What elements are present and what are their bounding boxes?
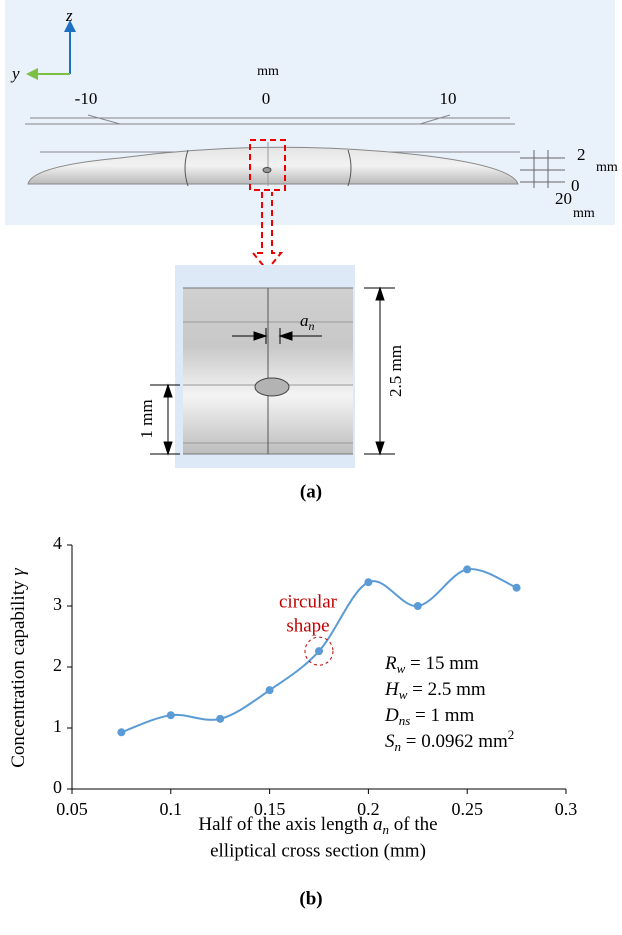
x-tick-label: 0.25 <box>451 799 483 819</box>
parameter-text: = 2.5 mm <box>407 679 485 700</box>
scale-tick: 0 <box>262 89 271 108</box>
parameter-symbol: D <box>384 705 399 726</box>
x-tick-label: 0.2 <box>357 799 380 819</box>
data-point <box>167 711 175 719</box>
chart: Concentration capability γ Half of the a… <box>8 533 577 909</box>
data-point <box>414 602 422 610</box>
data-point <box>266 686 274 694</box>
parameter: Sn = 0.0962 mm2 <box>385 727 514 754</box>
parameter-text: = 0.0962 mm <box>401 731 508 752</box>
data-point <box>513 584 521 592</box>
parameter-text: = 1 mm <box>410 705 474 726</box>
parameter-subscript: ns <box>399 713 411 728</box>
parameter: Rw = 15 mm <box>384 653 479 676</box>
panel-label: (b) <box>299 888 322 909</box>
axis-label: y <box>10 64 20 83</box>
axis-label: z <box>65 6 73 25</box>
parameter-symbol: H <box>384 679 400 700</box>
y-tick-label: 2 <box>53 655 62 675</box>
data-point <box>463 565 471 573</box>
y-axis-label: Concentration capability γ <box>8 568 29 768</box>
x-tick-label: 0.05 <box>56 799 88 819</box>
y-tick-label: 3 <box>53 594 62 614</box>
panel-label: (a) <box>300 481 322 502</box>
scale-tick: -10 <box>75 89 98 108</box>
x-tick-label: 0.1 <box>160 799 183 819</box>
parameter-symbol: S <box>385 731 395 752</box>
x-tick-label: 0.3 <box>555 799 578 819</box>
box-tick: 20 <box>555 189 572 208</box>
y-tick-label: 0 <box>53 777 62 797</box>
annotation-text: circular <box>279 591 338 612</box>
box-tick: 2 <box>577 145 586 164</box>
box-tick: 0 <box>571 176 580 195</box>
dim-label: 1 mm <box>137 399 156 438</box>
hole <box>263 168 271 173</box>
parameter-symbol: R <box>384 653 397 674</box>
hole <box>255 378 289 396</box>
annotation-text: shape <box>286 615 329 636</box>
data-point <box>216 715 224 723</box>
y-tick-label: 4 <box>53 533 62 553</box>
data-point <box>315 647 323 655</box>
data-point <box>364 578 372 586</box>
scale-tick: 10 <box>440 89 457 108</box>
viewport <box>5 0 615 225</box>
parameter-subscript: w <box>397 661 406 676</box>
box-unit: mm <box>596 160 618 175</box>
parameter-text: = 15 mm <box>405 653 479 674</box>
box-unit: mm <box>573 206 595 221</box>
dim-label: 2.5 mm <box>386 345 405 397</box>
parameter-subscript: w <box>399 687 408 702</box>
x-axis-label: Half of the axis length an of the <box>198 814 437 837</box>
x-axis-label: elliptical cross section (mm) <box>210 840 426 861</box>
panel-a: z y mm -10 0 10 2 mm 0 20 mm <box>5 0 618 502</box>
parameter: Dns = 1 mm <box>384 705 475 728</box>
y-tick-label: 1 <box>53 716 62 736</box>
parameter: Hw = 2.5 mm <box>384 679 486 702</box>
parameter-superscript: 2 <box>508 727 515 742</box>
figure: z y mm -10 0 10 2 mm 0 20 mm <box>0 0 622 935</box>
data-point <box>117 728 125 736</box>
scale-unit: mm <box>257 64 279 79</box>
x-tick-label: 0.15 <box>254 799 286 819</box>
